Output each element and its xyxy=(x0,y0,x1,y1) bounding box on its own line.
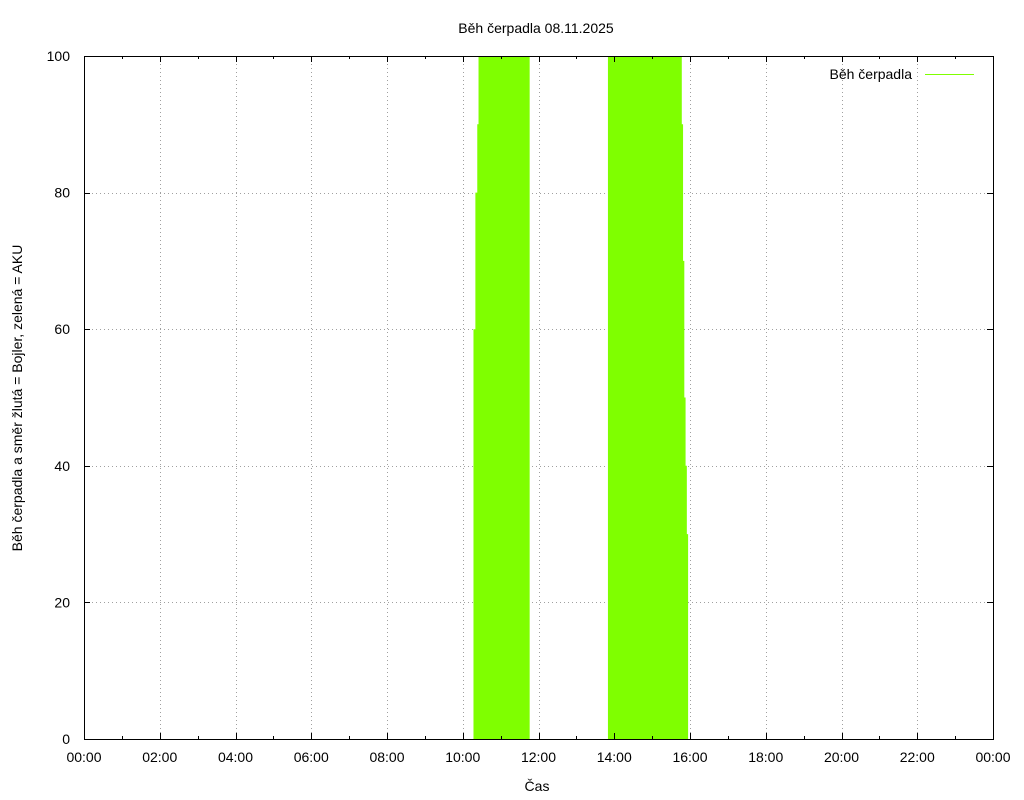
x-tick-label: 00:00 xyxy=(975,749,1010,765)
x-tick-label: 00:00 xyxy=(66,749,101,765)
x-tick-label: 06:00 xyxy=(294,749,329,765)
x-axis-label: Čas xyxy=(525,778,550,794)
y-tick-label: 60 xyxy=(54,321,70,337)
series-area-0 xyxy=(473,56,689,739)
ticks xyxy=(84,56,994,740)
x-tick-label: 20:00 xyxy=(824,749,859,765)
y-tick-label: 20 xyxy=(54,594,70,610)
y-tick-labels: 0 20 40 60 80 100 xyxy=(47,48,71,747)
x-tick-labels: 00:00 02:00 04:00 06:00 08:00 10:00 12:00 14:00… xyxy=(66,749,1010,765)
x-tick-label: 16:00 xyxy=(672,749,707,765)
grid xyxy=(84,56,993,739)
x-tick-label: 04:00 xyxy=(218,749,253,765)
y-axis-label: Běh čerpadla a směr žlutá = Bojler, zele… xyxy=(9,245,25,552)
y-tick-label: 80 xyxy=(54,185,70,201)
x-tick-label: 18:00 xyxy=(748,749,783,765)
x-tick-label: 12:00 xyxy=(521,749,556,765)
x-tick-label: 14:00 xyxy=(597,749,632,765)
y-tick-label: 0 xyxy=(62,731,70,747)
y-tick-label: 100 xyxy=(47,48,71,64)
series-area-layer xyxy=(473,56,689,739)
plot-frame xyxy=(84,56,994,740)
x-tick-label: 22:00 xyxy=(900,749,935,765)
chart-title: Běh čerpadla 08.11.2025 xyxy=(458,20,614,36)
legend-label: Běh čerpadla xyxy=(829,66,912,82)
y-tick-label: 40 xyxy=(54,458,70,474)
x-tick-label: 10:00 xyxy=(445,749,480,765)
legend: Běh čerpadla xyxy=(829,66,974,82)
x-tick-label: 08:00 xyxy=(369,749,404,765)
x-tick-label: 02:00 xyxy=(142,749,177,765)
